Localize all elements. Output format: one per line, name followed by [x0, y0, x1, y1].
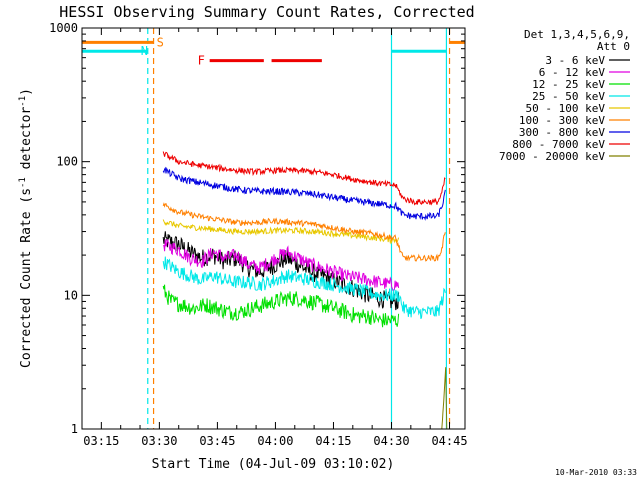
y-tick-label: 10	[64, 288, 78, 302]
x-tick-label: 04:00	[257, 434, 293, 448]
y-label-mid: detector	[19, 107, 34, 178]
series-line-1	[162, 239, 400, 292]
y-label-sup1: -1	[18, 177, 28, 188]
y-tick-label: 1	[71, 422, 78, 436]
legend-entry-label: 800 - 7000 keV	[512, 138, 605, 151]
y-tick-label: 100	[56, 155, 78, 169]
x-tick-label: 03:30	[141, 434, 177, 448]
attenuator-label: S	[157, 35, 164, 49]
series-line-0	[162, 231, 400, 311]
flare-label: F	[198, 54, 205, 68]
legend-entry-label: 100 - 300 keV	[519, 114, 605, 127]
x-tick-label: 04:15	[315, 434, 351, 448]
plot-frame	[81, 27, 466, 430]
x-tick-label: 03:45	[199, 434, 235, 448]
legend-entry-label: 6 - 12 keV	[539, 66, 606, 79]
y-label-end: )	[19, 88, 34, 96]
y-axis: 1 10 100 1000	[49, 21, 465, 436]
series-line-6	[162, 166, 446, 221]
night-label: N	[141, 44, 148, 58]
y-tick-label: 1000	[49, 21, 78, 35]
legend-entry-label: 7000 - 20000 keV	[499, 150, 605, 163]
x-tick-label: 04:45	[431, 434, 467, 448]
chart-title: HESSI Observing Summary Count Rates, Cor…	[59, 3, 474, 21]
legend-entry-label: 50 - 100 keV	[526, 102, 606, 115]
series-line-4	[162, 219, 400, 245]
x-tick-label: 04:30	[373, 434, 409, 448]
legend-title-line1: Det 1,3,4,5,6,9,	[524, 28, 630, 41]
x-tick-label: 03:15	[83, 434, 119, 448]
y-label-sup2: -1	[18, 96, 28, 107]
legend-entry-label: 3 - 6 keV	[545, 54, 605, 67]
legend-title-line2: Att 0	[597, 40, 630, 53]
data-layer	[82, 28, 465, 429]
series-line-5	[162, 202, 446, 262]
series-line-8	[441, 367, 448, 429]
timestamp: 10-Mar-2010 03:33	[555, 468, 637, 477]
x-axis: 03:15 03:30 03:45 04:00 04:15 04:30 04:45	[81, 28, 468, 448]
legend-entry-label: 25 - 50 keV	[532, 90, 605, 103]
x-axis-label: Start Time (04-Jul-09 03:10:02)	[152, 457, 395, 472]
legend-entry-label: 300 - 800 keV	[519, 126, 605, 139]
legend-entry-label: 12 - 25 keV	[532, 78, 605, 91]
y-axis-label: Corrected Count Rate (s-1 detector-1)	[18, 88, 34, 368]
series-line-3	[162, 256, 446, 319]
series-line-2	[162, 284, 400, 328]
series-line-7	[162, 151, 446, 206]
y-label-main: Corrected Count Rate (s	[19, 188, 34, 368]
